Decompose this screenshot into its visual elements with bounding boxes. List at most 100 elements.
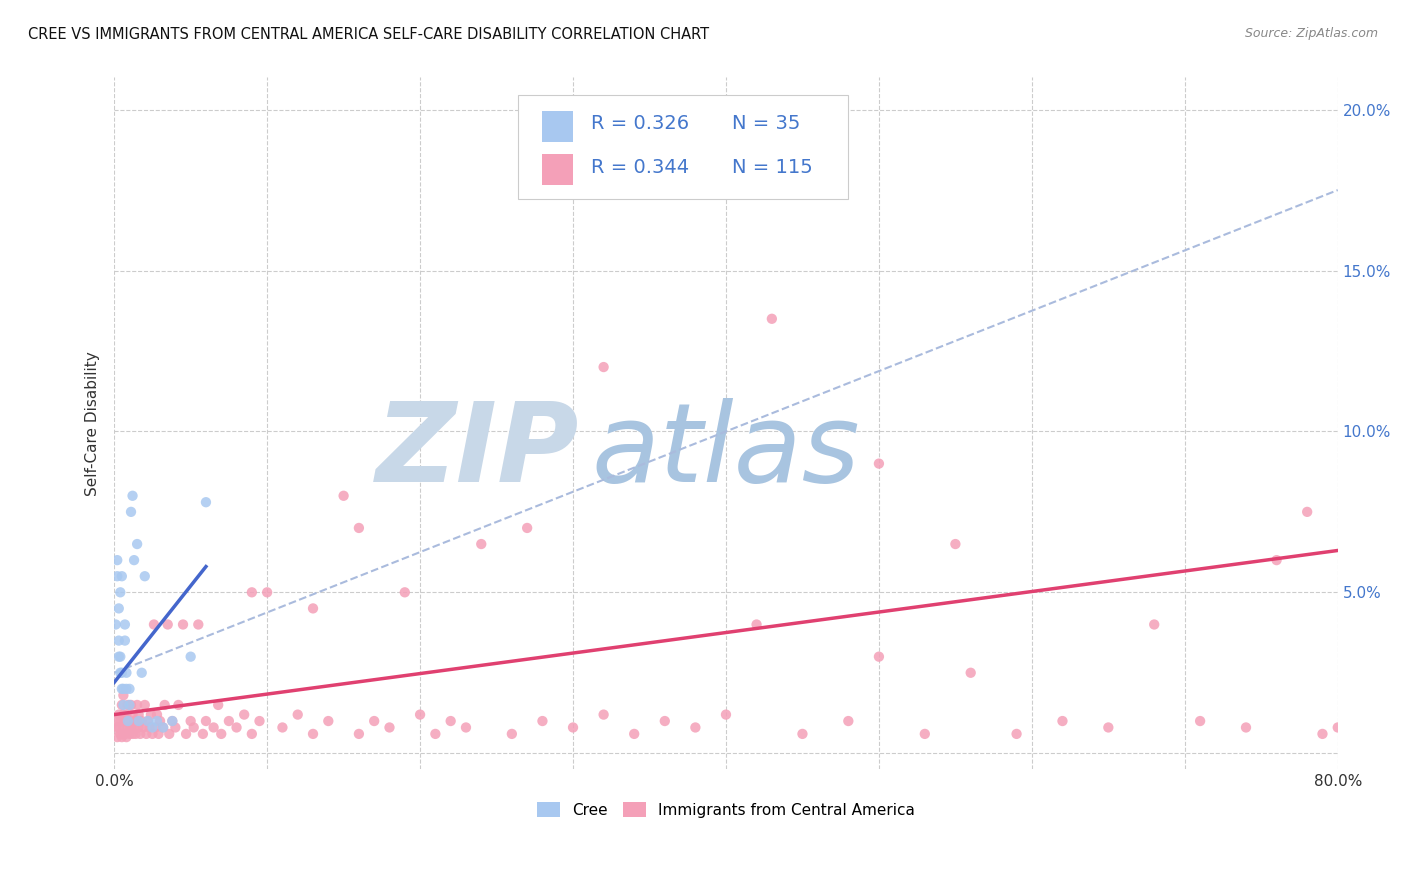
Point [146,714,169,728]
Point [120,698,142,712]
Point [868,649,890,664]
Point [122,714,145,728]
Point [162,714,184,728]
Point [152,721,174,735]
Point [111,569,134,583]
Point [1326,721,1348,735]
Point [138,721,160,735]
Point [136,714,159,728]
Point [1005,727,1028,741]
Point [121,707,143,722]
Point [623,727,645,741]
Point [425,727,447,741]
Point [792,727,814,741]
Point [180,714,202,728]
Point [654,714,676,728]
Point [131,665,153,680]
Point [191,727,214,741]
Point [562,721,585,735]
Point [118,681,141,696]
Point [114,617,136,632]
Point [302,601,325,615]
Point [148,727,170,741]
Point [111,730,134,744]
Point [959,665,981,680]
Point [194,714,217,728]
Point [685,721,707,735]
Point [134,698,156,712]
Point [142,617,165,632]
Point [714,707,737,722]
Point [745,617,768,632]
Point [167,698,190,712]
Point [136,714,159,728]
Point [107,633,129,648]
Point [110,727,132,741]
Point [149,714,172,728]
Point [162,714,184,728]
Point [1097,721,1119,735]
Point [117,714,139,728]
Point [645,183,668,197]
Point [110,714,132,728]
Text: R = 0.344: R = 0.344 [592,158,689,177]
Point [104,721,127,735]
Point [592,359,614,374]
Point [141,721,163,735]
Text: N = 115: N = 115 [733,158,813,177]
Point [121,727,143,741]
Point [107,601,129,615]
Point [120,721,142,735]
Point [180,649,202,664]
FancyBboxPatch shape [543,154,574,186]
Point [110,665,132,680]
Point [183,721,205,735]
Point [128,714,150,728]
Text: N = 35: N = 35 [733,114,800,133]
Point [761,311,783,326]
Point [124,727,146,741]
Point [128,721,150,735]
Point [174,727,197,741]
Text: R = 0.326: R = 0.326 [592,114,689,133]
Point [1143,617,1166,632]
Point [440,714,463,728]
Point [207,698,229,712]
Point [233,707,256,722]
Point [249,714,271,728]
Point [107,721,129,735]
Point [112,681,135,696]
Point [837,714,859,728]
Point [347,727,370,741]
Point [122,553,145,567]
Point [107,707,129,722]
Point [135,727,157,741]
Point [110,585,132,599]
Point [256,585,278,599]
Point [868,457,890,471]
Point [187,617,209,632]
Point [121,489,143,503]
Point [501,727,523,741]
Point [225,721,247,735]
Point [104,617,127,632]
Point [112,721,135,735]
Point [157,727,180,741]
Point [115,665,138,680]
Point [112,688,135,702]
Point [271,721,294,735]
Point [111,665,134,680]
Point [110,649,132,664]
Point [1052,714,1074,728]
Point [945,537,967,551]
Point [111,698,134,712]
Point [105,553,128,567]
Point [194,495,217,509]
Point [394,585,416,599]
Point [132,721,155,735]
Point [531,714,554,728]
Point [218,714,240,728]
Text: CREE VS IMMIGRANTS FROM CENTRAL AMERICA SELF-CARE DISABILITY CORRELATION CHART: CREE VS IMMIGRANTS FROM CENTRAL AMERICA … [28,27,709,42]
Point [107,649,129,664]
Point [118,727,141,741]
